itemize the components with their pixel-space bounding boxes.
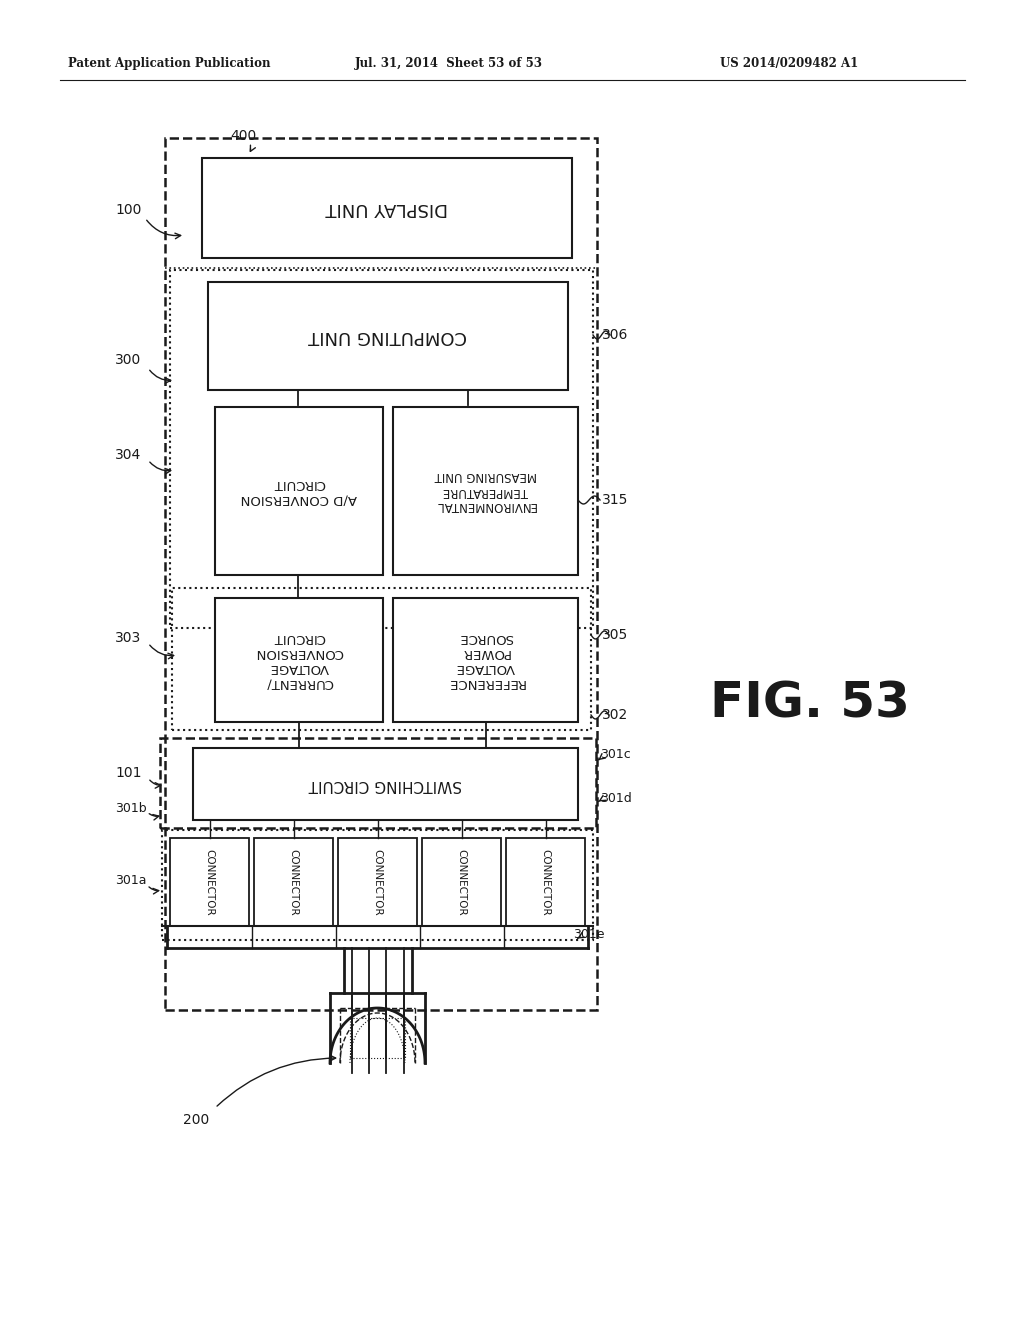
Text: 303: 303 bbox=[115, 631, 141, 645]
Text: CONNECTOR: CONNECTOR bbox=[373, 849, 383, 915]
Text: 100: 100 bbox=[115, 203, 141, 216]
FancyBboxPatch shape bbox=[202, 158, 572, 257]
Text: 305: 305 bbox=[602, 628, 629, 642]
Text: FIG. 53: FIG. 53 bbox=[710, 680, 910, 729]
Text: ENVIRONMENTAL
TEMPERATURE
MEASURING UNIT: ENVIRONMENTAL TEMPERATURE MEASURING UNIT bbox=[434, 470, 537, 512]
Text: CURRENT/
VOLTAGE
CONVERSION
CIRCUIT: CURRENT/ VOLTAGE CONVERSION CIRCUIT bbox=[255, 631, 343, 689]
FancyBboxPatch shape bbox=[193, 748, 578, 820]
Text: DISPLAY UNIT: DISPLAY UNIT bbox=[326, 199, 449, 216]
FancyBboxPatch shape bbox=[215, 598, 383, 722]
Text: 301b: 301b bbox=[115, 801, 146, 814]
Text: 306: 306 bbox=[602, 327, 629, 342]
Text: 315: 315 bbox=[602, 492, 629, 507]
FancyBboxPatch shape bbox=[506, 838, 585, 927]
Text: Patent Application Publication: Patent Application Publication bbox=[68, 57, 270, 70]
Text: US 2014/0209482 A1: US 2014/0209482 A1 bbox=[720, 57, 858, 70]
Text: CONNECTOR: CONNECTOR bbox=[289, 849, 299, 915]
FancyBboxPatch shape bbox=[254, 838, 333, 927]
FancyBboxPatch shape bbox=[393, 407, 578, 576]
Text: A/D CONVERSION
CIRCUIT: A/D CONVERSION CIRCUIT bbox=[241, 477, 357, 506]
Text: 301e: 301e bbox=[573, 928, 604, 941]
FancyBboxPatch shape bbox=[215, 407, 383, 576]
Text: 304: 304 bbox=[115, 447, 141, 462]
Text: CONNECTOR: CONNECTOR bbox=[457, 849, 467, 915]
Text: CONNECTOR: CONNECTOR bbox=[205, 849, 214, 915]
Text: 101: 101 bbox=[115, 766, 141, 780]
Text: Jul. 31, 2014  Sheet 53 of 53: Jul. 31, 2014 Sheet 53 of 53 bbox=[355, 57, 543, 70]
Text: CONNECTOR: CONNECTOR bbox=[541, 849, 551, 915]
Text: 300: 300 bbox=[115, 352, 141, 367]
FancyBboxPatch shape bbox=[170, 838, 249, 927]
FancyBboxPatch shape bbox=[393, 598, 578, 722]
FancyBboxPatch shape bbox=[338, 838, 417, 927]
Text: 301d: 301d bbox=[600, 792, 632, 804]
Text: COMPUTING UNIT: COMPUTING UNIT bbox=[308, 327, 467, 345]
Text: 200: 200 bbox=[183, 1113, 209, 1127]
Text: 400: 400 bbox=[230, 129, 256, 143]
Text: 302: 302 bbox=[602, 708, 629, 722]
Text: SWITCHING CIRCUIT: SWITCHING CIRCUIT bbox=[309, 776, 462, 792]
Text: REFERENCE
VOLTAGE
POWER
SOURCE: REFERENCE VOLTAGE POWER SOURCE bbox=[446, 631, 524, 689]
FancyBboxPatch shape bbox=[208, 282, 568, 389]
Text: 301c: 301c bbox=[600, 748, 631, 762]
Text: 301a: 301a bbox=[115, 874, 146, 887]
FancyBboxPatch shape bbox=[422, 838, 501, 927]
